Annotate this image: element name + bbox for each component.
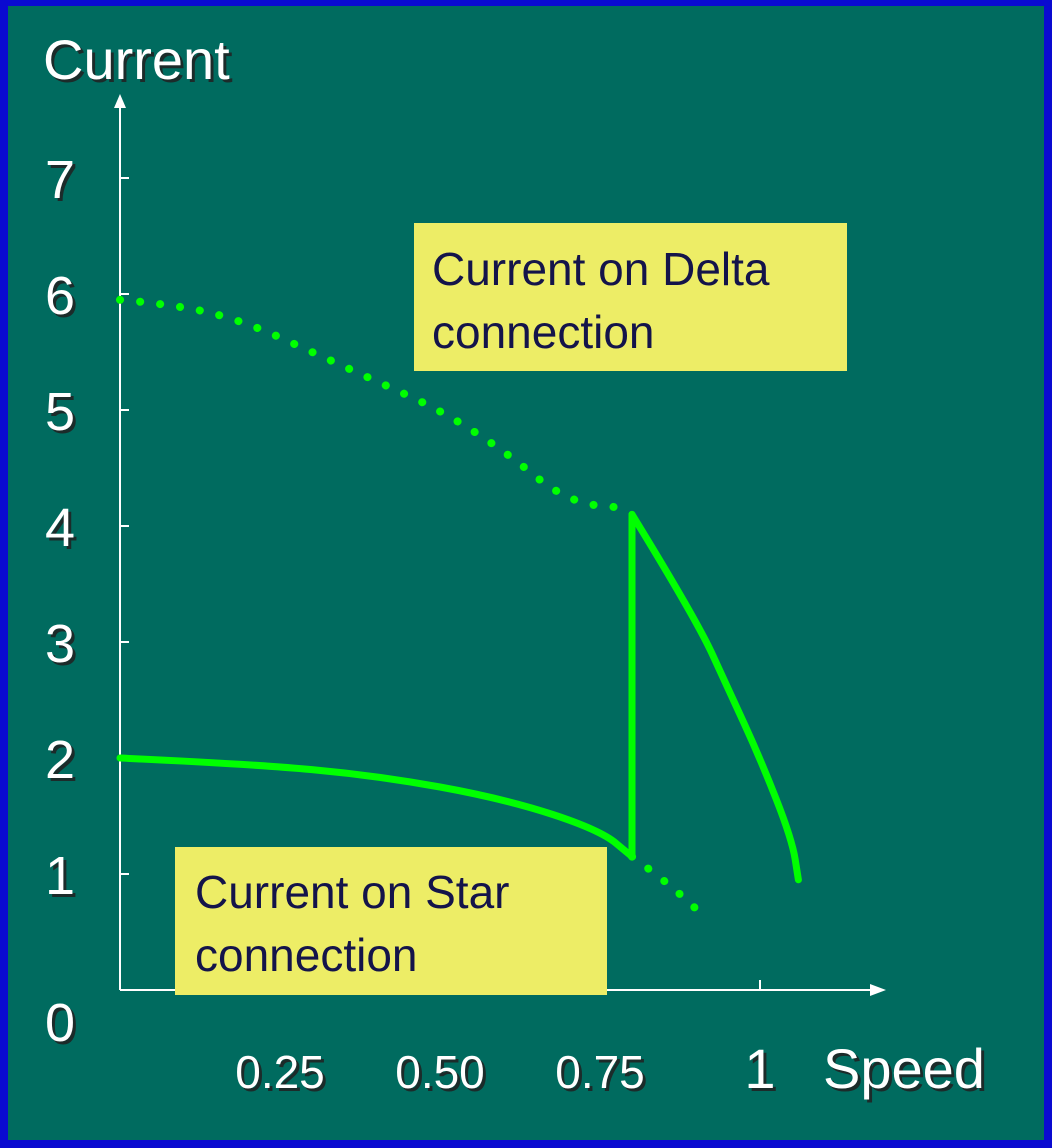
y-tick-label-2: 2 xyxy=(45,730,75,790)
x-axis-arrow xyxy=(870,984,886,996)
x-axis-title: Speed xyxy=(823,1037,985,1100)
axis-labels: Current Current Speed Speed xyxy=(43,28,988,1103)
y-axis-arrow xyxy=(114,94,126,108)
y-tick-label-0: 0 xyxy=(45,993,75,1053)
annotations: Current on Delta connection Current on S… xyxy=(175,223,847,995)
series-line-0 xyxy=(116,295,636,513)
y-tick-label-6: 6 xyxy=(45,266,75,326)
y-tick-label-4: 4 xyxy=(45,498,75,558)
y-tick-label-1: 1 xyxy=(45,846,75,906)
x-ticks: 0.250.25 0.500.50 0.750.75 11 xyxy=(235,980,779,1103)
y-axis-title: Current xyxy=(43,28,230,91)
x-tick-label-0.25: 0.25 xyxy=(235,1046,325,1098)
x-tick-label-0.50-shadow: 0.50 xyxy=(398,1049,488,1101)
x-tick-label-1: 1 xyxy=(744,1037,775,1100)
y-tick-label-5: 5 xyxy=(45,382,75,442)
series-line-1 xyxy=(628,510,802,884)
y-tick-label-6-shadow: 6 xyxy=(48,269,78,329)
star-annotation-line-1: Current on Star xyxy=(195,866,509,918)
star-annotation-line-2: connection xyxy=(195,929,418,981)
y-tick-label-7-shadow: 7 xyxy=(48,153,78,213)
y-tick-label-5-shadow: 5 xyxy=(48,385,78,445)
delta-annotation-box xyxy=(414,223,847,371)
delta-annotation-line-2: connection xyxy=(432,306,655,358)
y-tick-label-7: 7 xyxy=(45,150,75,210)
y-axis-title-shadow: Current xyxy=(46,31,233,94)
y-tick-label-3-shadow: 3 xyxy=(48,617,78,677)
x-tick-label-0.25-shadow: 0.25 xyxy=(238,1049,328,1101)
x-tick-label-0.75: 0.75 xyxy=(555,1046,645,1098)
y-tick-label-1-shadow: 1 xyxy=(48,849,78,909)
y-tick-label-4-shadow: 4 xyxy=(48,501,78,561)
series-line-2 xyxy=(116,754,636,861)
x-tick-label-1-shadow: 1 xyxy=(747,1040,778,1103)
delta-annotation-line-1: Current on Delta xyxy=(432,243,770,295)
star-annotation-box xyxy=(175,847,607,995)
y-tick-label-2-shadow: 2 xyxy=(48,733,78,793)
y-tick-label-0-shadow: 0 xyxy=(48,996,78,1056)
x-axis-title-shadow: Speed xyxy=(826,1040,988,1103)
x-tick-label-0.75-shadow: 0.75 xyxy=(558,1049,648,1101)
series-layer xyxy=(116,295,802,913)
y-tick-label-3: 3 xyxy=(45,614,75,674)
x-tick-label-0.50: 0.50 xyxy=(395,1046,485,1098)
series-line-3 xyxy=(628,852,700,913)
